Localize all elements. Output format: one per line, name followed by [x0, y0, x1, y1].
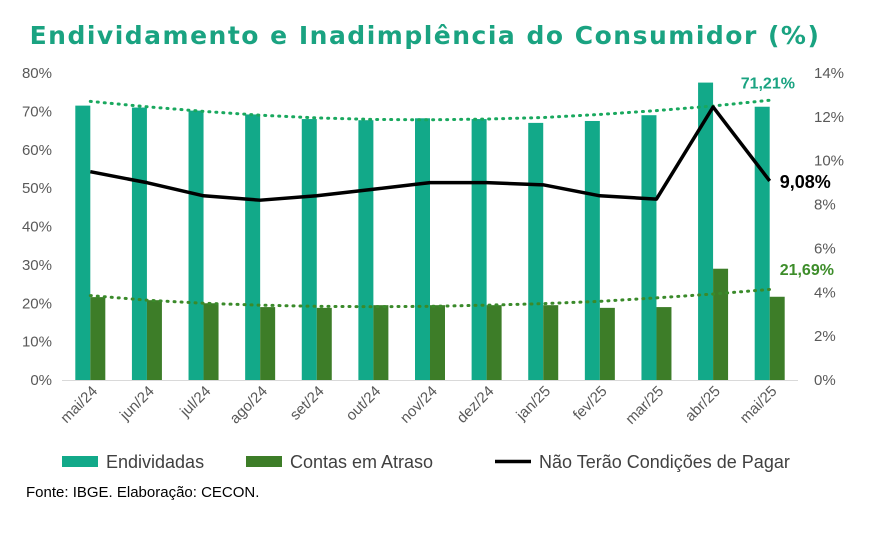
bar-contas-atraso [203, 303, 219, 380]
bar-endividadas [301, 119, 317, 381]
bar-contas-atraso [543, 305, 559, 380]
data-label: 21,69% [780, 262, 834, 279]
bar-contas-atraso [316, 307, 332, 380]
y-right-tick: 8% [814, 197, 836, 214]
bar-contas-atraso [769, 296, 785, 380]
data-label: 71,21% [741, 76, 795, 93]
y-left-tick: 30% [22, 257, 52, 274]
bar-endividadas [471, 119, 487, 381]
y-right-tick: 10% [814, 153, 844, 170]
y-left-tick: 40% [22, 219, 52, 236]
bar-endividadas [358, 120, 374, 381]
x-tick-label: nov/24 [397, 383, 441, 427]
bar-contas-atraso [90, 297, 106, 380]
x-tick-label: jul/24 [176, 383, 214, 421]
bar-contas-atraso [260, 307, 276, 380]
x-tick-label: jun/24 [116, 383, 158, 425]
legend-item: Contas em Atraso [246, 452, 433, 472]
y-left-tick: 10% [22, 334, 52, 351]
data-label: 9,08% [780, 172, 831, 192]
bar-contas-atraso [146, 300, 162, 380]
bar-endividadas [641, 115, 657, 381]
line-nao-pagar [89, 105, 772, 202]
bar-contas-atraso [599, 307, 615, 380]
bar-endividadas [754, 106, 770, 380]
x-tick-label: fev/25 [570, 383, 611, 424]
x-tick-label: out/24 [343, 383, 385, 425]
trendline-contas-atraso [88, 287, 772, 309]
x-tick-label: dez/24 [454, 383, 498, 427]
bar-endividadas [188, 110, 204, 381]
y-right-tick: 12% [814, 109, 844, 126]
source-note: Fonte: IBGE. Elaboração: CECON. [26, 484, 260, 501]
legend-item: Endividadas [62, 452, 204, 472]
y-left-tick: 50% [22, 180, 52, 197]
bar-endividadas [75, 105, 91, 381]
bar-contas-atraso [486, 305, 502, 380]
legend: Endividadas Contas em Atraso Não Terão Con… [62, 452, 790, 472]
legend-swatch [246, 456, 282, 467]
y-right-tick: 6% [814, 240, 836, 257]
x-tick-label: abr/25 [682, 383, 724, 425]
y-left-tick: 0% [30, 372, 52, 389]
y-right-tick: 2% [814, 328, 836, 345]
x-tick-label: set/24 [287, 383, 328, 424]
x-tick-label: mai/25 [737, 383, 781, 427]
y-left-tick: 60% [22, 142, 52, 159]
bar-contas-atraso [713, 268, 729, 380]
bar-contas-atraso [373, 305, 389, 380]
legend-swatch [62, 456, 98, 467]
y-right-tick: 14% [814, 65, 844, 82]
y-right-tick: 0% [814, 372, 836, 389]
y-left-tick: 80% [22, 65, 52, 82]
x-tick-label: jan/25 [512, 383, 554, 425]
bar-endividadas [584, 120, 600, 380]
x-tick-label: mai/24 [57, 383, 101, 427]
trendline-endividadas [88, 98, 772, 122]
legend-label: Contas em Atraso [290, 452, 433, 472]
y-left-tick: 20% [22, 295, 52, 312]
bar-endividadas [698, 82, 714, 380]
y-right-tick: 4% [814, 284, 836, 301]
legend-label: Não Terão Condições de Pagar [539, 452, 790, 472]
bar-endividadas [415, 118, 430, 380]
chart-title: Endividamento e Inadimplência do Consumi… [30, 21, 821, 50]
x-tick-label: ago/24 [227, 383, 271, 427]
bar-endividadas [528, 122, 544, 380]
plot-area: 0% 10% 20% 30% 40% 50% 60% 70% 80% 0% 2% 4% 6% 8% 10% 1… [22, 65, 844, 428]
y-left-tick: 70% [22, 103, 52, 120]
bar-endividadas [245, 114, 261, 380]
x-tick-label: mar/25 [622, 383, 667, 428]
bar-contas-atraso [430, 305, 445, 380]
bar-contas-atraso [656, 307, 672, 380]
legend-label: Endividadas [106, 452, 204, 472]
bar-endividadas [131, 107, 147, 380]
legend-item: Não Terão Condições de Pagar [495, 452, 790, 472]
